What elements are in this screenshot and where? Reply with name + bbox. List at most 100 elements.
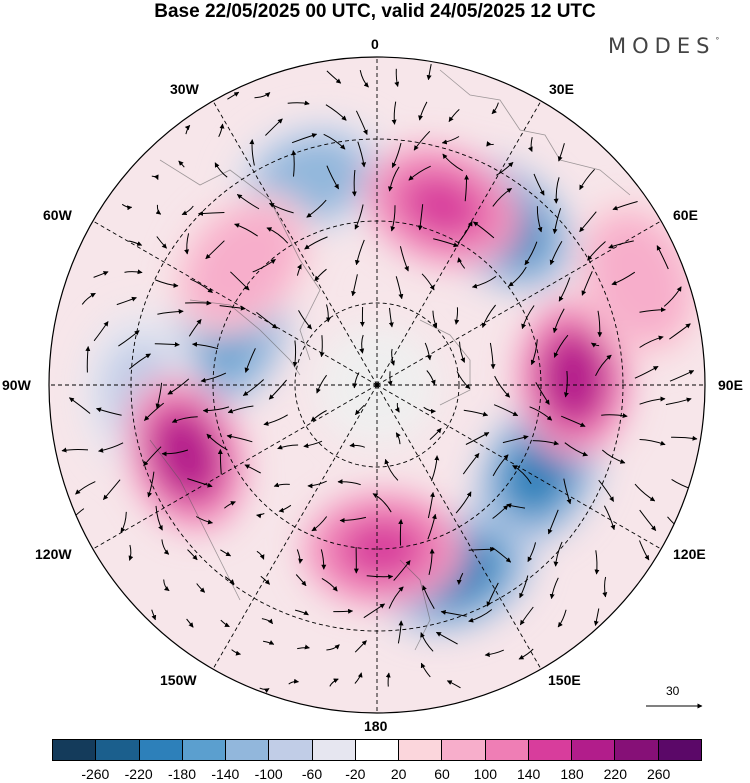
wind-vector-159 [639, 396, 666, 405]
wind-vector-68 [549, 240, 563, 266]
wind-vector-44 [268, 202, 294, 214]
colorbar-swatch-10 [485, 740, 529, 760]
wind-vector-52 [552, 208, 562, 234]
wind-vector-16 [291, 133, 318, 144]
meridian-210 [204, 384, 378, 684]
meridian-60 [376, 212, 676, 386]
wind-vector-140 [595, 354, 612, 377]
wind-vector-92 [185, 300, 212, 306]
wind-vector-156 [529, 406, 553, 421]
colorbar-swatch-7 [355, 740, 400, 760]
wind-vector-0 [326, 70, 342, 84]
colorbar-swatch-5 [269, 740, 313, 760]
wind-vector-70 [608, 240, 634, 249]
wind-vector-178 [671, 435, 698, 441]
wind-vector-149 [263, 414, 288, 426]
wind-vector-126 [128, 353, 151, 370]
wind-vector-69 [587, 241, 606, 261]
wind-vector-175 [564, 442, 588, 457]
wind-vector-127 [155, 382, 163, 409]
wind-vector-257 [557, 609, 567, 628]
wind-vector-15 [265, 118, 283, 136]
wind-vector-130 [242, 379, 265, 397]
wind-vector-247 [220, 619, 230, 628]
wind-vector-102 [521, 305, 535, 330]
wind-vector-119 [489, 342, 496, 370]
wind-vector-59 [234, 223, 258, 237]
wind-vector-246 [186, 618, 194, 628]
wind-vector-121 [553, 334, 569, 358]
wind-vector-261 [297, 644, 310, 650]
wind-vector-96 [325, 304, 331, 323]
wind-vector-180 [103, 479, 121, 500]
wind-vector-191 [492, 454, 509, 477]
wind-vector-166 [226, 434, 253, 443]
wind-vector-268 [518, 648, 534, 660]
wind-vector-143 [68, 397, 91, 414]
wind-vector-72 [124, 269, 143, 275]
wind-vector-265 [420, 632, 434, 652]
wind-vector-155 [493, 404, 519, 417]
wind-vector-6 [287, 100, 310, 106]
wind-vector-87 [611, 271, 636, 286]
positive-anomaly-3-level-3 [155, 415, 217, 494]
wind-vector-39 [121, 203, 133, 211]
positive-anomaly-0-level-3 [403, 176, 481, 237]
wind-vector-9 [391, 101, 397, 125]
wind-vector-64 [433, 238, 459, 248]
wind-vector-18 [357, 141, 367, 168]
wind-vector-25 [151, 174, 159, 180]
wind-vector-236 [321, 577, 338, 592]
wind-vector-195 [634, 483, 656, 502]
wind-vector-227 [527, 542, 536, 563]
wind-vector-213 [639, 509, 657, 531]
wind-vector-168 [303, 440, 323, 449]
wind-vector-105 [639, 307, 666, 313]
wind-vector-256 [519, 606, 534, 626]
wind-vector-77 [296, 263, 302, 276]
wind-vector-67 [524, 241, 538, 266]
wind-vector-260 [263, 640, 275, 645]
wind-vector-62 [354, 239, 365, 266]
wind-vector-173 [502, 435, 529, 444]
colorbar-tick-12: 220 [603, 766, 628, 782]
wind-vector-205 [339, 516, 367, 523]
wind-vector-76 [252, 258, 276, 273]
wind-vector-99 [432, 310, 438, 329]
wind-vector-28 [249, 139, 255, 166]
wind-vector-22 [486, 141, 494, 147]
colorbar-swatch-12 [572, 740, 616, 760]
colorbar-tick-11: 180 [560, 766, 584, 782]
wind-vector-237 [366, 574, 394, 580]
wind-vector-274 [420, 662, 431, 678]
wind-vector-262 [326, 644, 340, 651]
lon-label-0: 0 [371, 36, 379, 52]
wind-vector-220 [296, 549, 304, 564]
wind-vector-123 [639, 335, 664, 348]
wind-vector-182 [187, 478, 213, 488]
wind-vector-184 [244, 464, 261, 474]
wind-vector-233 [224, 576, 235, 585]
positive-anomaly-5-level-3 [608, 240, 669, 318]
wind-vector-179 [75, 481, 96, 495]
colorbar-swatch-2 [139, 740, 183, 760]
wind-vector-259 [231, 649, 241, 656]
colorbar-tick-10: 140 [516, 766, 541, 782]
wind-vector-234 [260, 575, 270, 585]
wind-vector-24 [557, 143, 565, 162]
wind-vector-49 [464, 174, 470, 202]
wind-vector-158 [601, 413, 628, 419]
wind-vector-2 [394, 68, 400, 87]
wind-vector-47 [390, 205, 396, 232]
wind-vector-238 [393, 560, 411, 581]
wind-vector-38 [579, 168, 595, 191]
wind-vector-125 [85, 346, 91, 373]
colorbar-swatch-8 [399, 740, 443, 760]
wind-vector-101 [481, 304, 496, 328]
positive-anomaly-4-level-3 [342, 520, 423, 578]
wind-vector-137 [494, 375, 511, 398]
wind-vector-160 [665, 397, 692, 406]
wind-vector-93 [219, 305, 246, 311]
wind-vector-132 [316, 374, 327, 394]
wind-vector-131 [268, 379, 287, 400]
